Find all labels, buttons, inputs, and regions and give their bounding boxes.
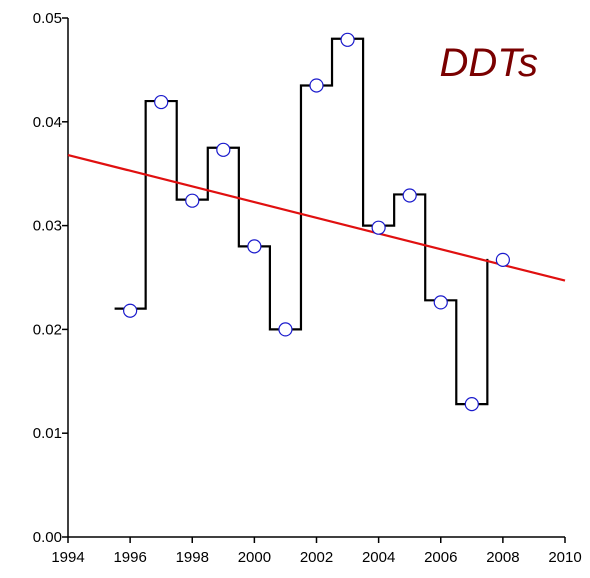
- step-series: [114, 37, 489, 406]
- data-point: [402, 188, 417, 203]
- y-tick-label: 0.05: [33, 10, 62, 27]
- x-tick-label: 1994: [51, 549, 84, 566]
- x-tick-label: 2010: [548, 549, 581, 566]
- data-point: [216, 142, 231, 157]
- x-tick-label: 1996: [113, 549, 146, 566]
- axes: 0.00 0.01 0.02 0.03 0.04 0.05 1994 1996 1998 2000…: [33, 10, 582, 566]
- data-point: [464, 397, 479, 412]
- x-tick-label: 2002: [300, 549, 333, 566]
- trend-line: [67, 153, 566, 282]
- y-tick-label: 0.04: [33, 114, 62, 131]
- step-line: [114, 37, 489, 406]
- trend-series: [67, 153, 566, 282]
- y-tick-label: 0.02: [33, 321, 62, 338]
- data-point: [309, 78, 324, 93]
- point-series: [123, 32, 510, 412]
- x-tick-label: 2006: [424, 549, 457, 566]
- y-tick-label: 0.01: [33, 425, 62, 442]
- data-point: [154, 94, 169, 110]
- x-tick-label: 2000: [238, 549, 271, 566]
- y-tick-label: 0.03: [33, 218, 62, 235]
- data-point: [340, 32, 355, 47]
- data-point: [123, 303, 138, 318]
- data-point: [247, 239, 262, 254]
- data-point: [495, 252, 510, 267]
- data-point: [371, 220, 386, 235]
- data-point: [185, 193, 200, 208]
- x-tick-label: 2004: [362, 549, 395, 566]
- x-tick-label: 2008: [486, 549, 519, 566]
- chart-title: DDTs: [439, 41, 538, 85]
- data-point: [278, 322, 293, 337]
- data-point: [433, 295, 448, 310]
- x-tick-label: 1998: [176, 549, 209, 566]
- y-tick-label: 0.00: [33, 529, 62, 546]
